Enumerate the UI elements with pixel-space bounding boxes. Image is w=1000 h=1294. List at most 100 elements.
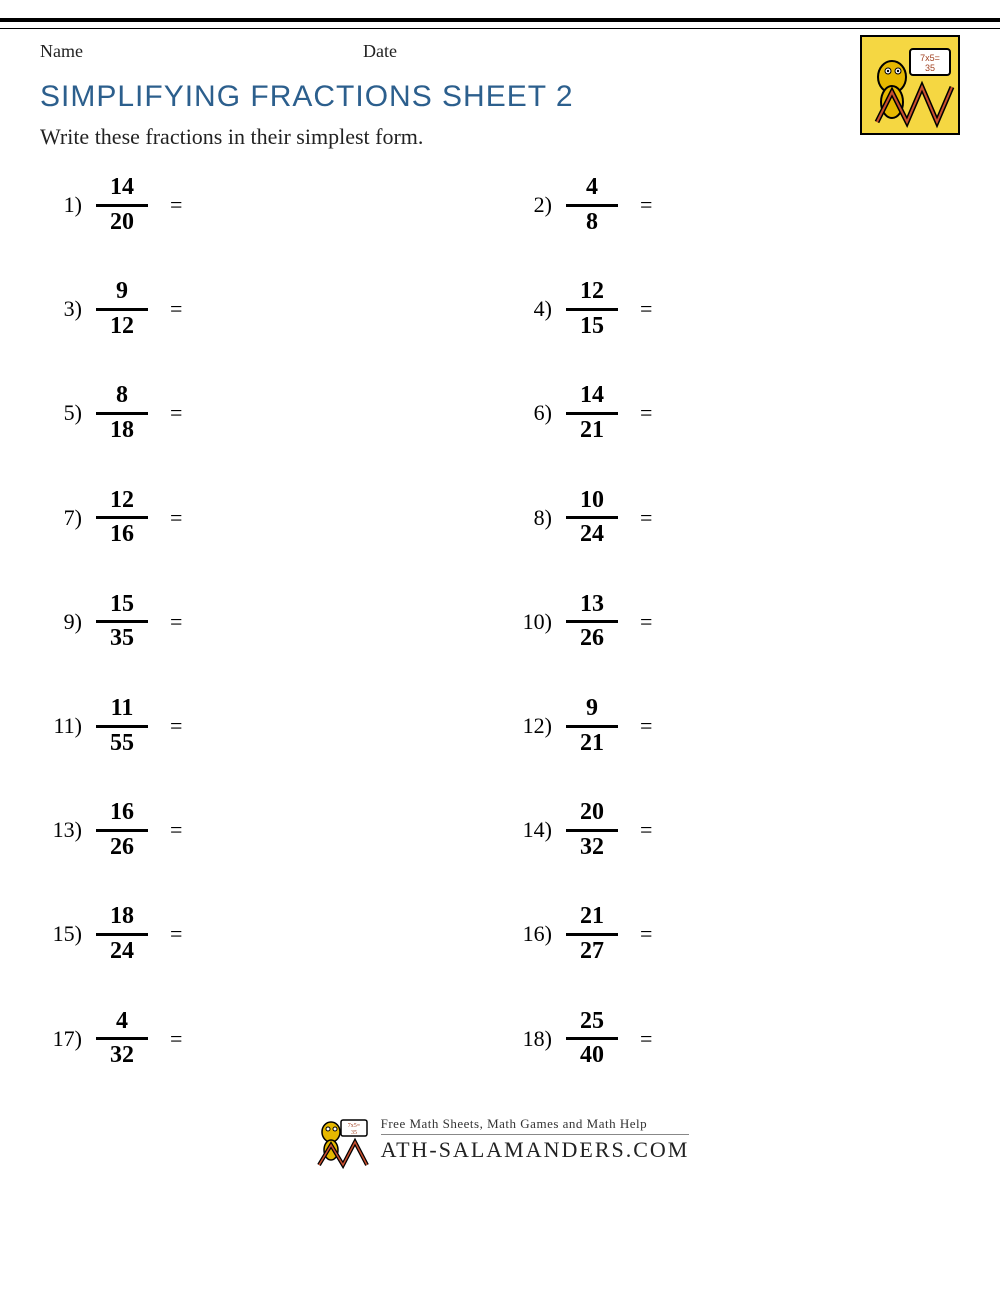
problem-item: 8) 1024 = — [510, 487, 960, 549]
denominator: 15 — [570, 311, 614, 341]
problem-item: 15) 1824 = — [40, 903, 490, 965]
salamander-logo-icon: 7x5= 35 — [860, 35, 960, 135]
numerator: 13 — [570, 591, 614, 621]
problem-item: 7)1216= — [40, 487, 490, 549]
problem-number: 13) — [40, 817, 82, 843]
problem-number: 14) — [510, 817, 552, 843]
problem-number: 2) — [510, 192, 552, 218]
worksheet-title: SIMPLIFYING FRACTIONS SHEET 2 — [40, 80, 860, 114]
problem-number: 5) — [40, 400, 82, 426]
denominator: 26 — [100, 832, 144, 862]
numerator: 16 — [100, 799, 144, 829]
numerator: 14 — [100, 174, 144, 204]
fraction: 2540 — [566, 1008, 618, 1070]
equals-sign: = — [640, 921, 652, 947]
footer-salamander-icon: 7x5= 35 — [311, 1110, 371, 1170]
problem-number: 15) — [40, 921, 82, 947]
denominator: 35 — [100, 623, 144, 653]
denominator: 18 — [100, 415, 144, 445]
denominator: 24 — [100, 936, 144, 966]
problem-item: 17)432= — [40, 1008, 490, 1070]
equals-sign: = — [640, 192, 652, 218]
equals-sign: = — [170, 609, 182, 635]
fraction: 1024 — [566, 487, 618, 549]
instructions-text: Write these fractions in their simplest … — [40, 124, 860, 150]
problem-item: 11)1155= — [40, 695, 490, 757]
problem-item: 5) 818 = — [40, 382, 490, 444]
numerator: 14 — [570, 382, 614, 412]
problem-item: 16) 2127 = — [510, 903, 960, 965]
fraction: 818 — [96, 382, 148, 444]
numerator: 15 — [100, 591, 144, 621]
denominator: 16 — [100, 519, 144, 549]
numerator: 4 — [106, 1008, 138, 1038]
problem-item: 3)912= — [40, 278, 490, 340]
numerator: 21 — [570, 903, 614, 933]
footer: 7x5= 35 Free Math Sheets, Math Games and… — [0, 1090, 1000, 1205]
svg-text:35: 35 — [925, 63, 935, 73]
problem-item: 6)1421= — [510, 382, 960, 444]
equals-sign: = — [640, 296, 652, 322]
equals-sign: = — [640, 817, 652, 843]
equals-sign: = — [170, 192, 182, 218]
problem-item: 10)1326= — [510, 591, 960, 653]
svg-text:7x5=: 7x5= — [347, 1123, 360, 1129]
denominator: 26 — [570, 623, 614, 653]
problem-number: 11) — [40, 713, 82, 739]
problem-item: 12)921= — [510, 695, 960, 757]
denominator: 21 — [570, 728, 614, 758]
worksheet-page: Name Date SIMPLIFYING FRACTIONS SHEET 2 … — [0, 18, 1000, 1205]
top-rule-thin — [0, 28, 1000, 29]
header-row: Name Date SIMPLIFYING FRACTIONS SHEET 2 … — [0, 41, 1000, 174]
numerator: 9 — [106, 278, 138, 308]
problem-number: 9) — [40, 609, 82, 635]
denominator: 55 — [100, 728, 144, 758]
footer-text-block: Free Math Sheets, Math Games and Math He… — [381, 1116, 690, 1163]
numerator: 12 — [100, 487, 144, 517]
denominator: 12 — [100, 311, 144, 341]
fraction: 1326 — [566, 591, 618, 653]
problems-grid: 1)1420=2)48=3)912=4)1215=5)818=6)1421=7)… — [0, 174, 1000, 1090]
numerator: 12 — [570, 278, 614, 308]
problem-number: 8) — [510, 505, 552, 531]
equals-sign: = — [640, 609, 652, 635]
denominator: 24 — [570, 519, 614, 549]
problem-item: 14)2032= — [510, 799, 960, 861]
fraction: 921 — [566, 695, 618, 757]
problem-number: 7) — [40, 505, 82, 531]
numerator: 4 — [576, 174, 608, 204]
fraction: 1626 — [96, 799, 148, 861]
equals-sign: = — [170, 400, 182, 426]
equals-sign: = — [640, 1026, 652, 1052]
footer-site-url: ATH-SALAMANDERS.COM — [381, 1137, 690, 1163]
footer-inner: 7x5= 35 Free Math Sheets, Math Games and… — [311, 1110, 690, 1170]
name-label: Name — [40, 41, 83, 62]
header-left: Name Date SIMPLIFYING FRACTIONS SHEET 2 … — [40, 41, 860, 174]
denominator: 40 — [570, 1040, 614, 1070]
numerator: 10 — [570, 487, 614, 517]
problem-number: 17) — [40, 1026, 82, 1052]
equals-sign: = — [640, 505, 652, 531]
problem-item: 1)1420= — [40, 174, 490, 236]
problem-number: 3) — [40, 296, 82, 322]
name-date-row: Name Date — [40, 41, 860, 62]
svg-text:7x5=: 7x5= — [920, 53, 940, 63]
denominator: 21 — [570, 415, 614, 445]
equals-sign: = — [170, 1026, 182, 1052]
fraction: 1421 — [566, 382, 618, 444]
fraction: 1155 — [96, 695, 148, 757]
problem-number: 16) — [510, 921, 552, 947]
equals-sign: = — [170, 921, 182, 947]
equals-sign: = — [640, 713, 652, 739]
denominator: 20 — [100, 207, 144, 237]
numerator: 20 — [570, 799, 614, 829]
denominator: 8 — [576, 207, 608, 237]
fraction: 1824 — [96, 903, 148, 965]
fraction: 48 — [566, 174, 618, 236]
equals-sign: = — [170, 817, 182, 843]
problem-item: 18)2540= — [510, 1008, 960, 1070]
fraction: 2127 — [566, 903, 618, 965]
fraction: 1215 — [566, 278, 618, 340]
problem-item: 2) 48 = — [510, 174, 960, 236]
fraction: 1420 — [96, 174, 148, 236]
